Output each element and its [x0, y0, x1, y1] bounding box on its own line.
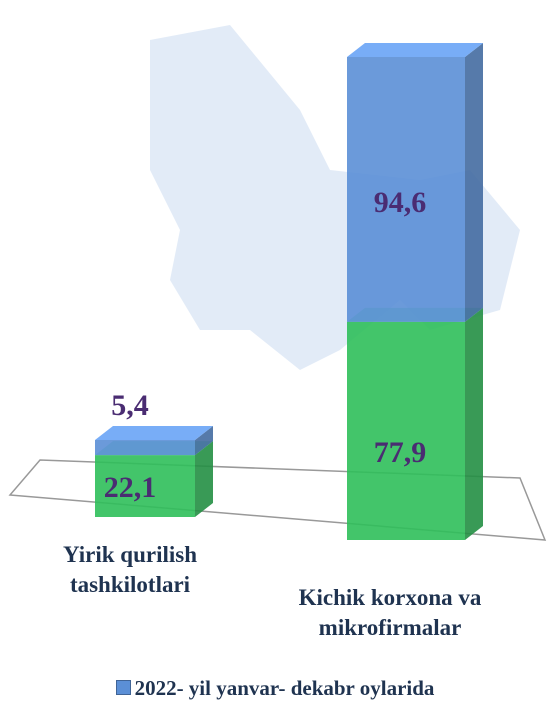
legend-swatch	[115, 680, 131, 695]
x-tick-label: Yirik qurilish tashkilotlari	[63, 542, 197, 597]
bar-side	[195, 426, 213, 456]
bar	[95, 455, 195, 517]
bar-side	[195, 441, 213, 517]
bar	[347, 57, 465, 322]
data-label: 94,6	[374, 186, 427, 219]
legend-label: 2022- yil yanvar- dekabr oylarida	[134, 676, 435, 700]
bar-top	[347, 43, 483, 57]
data-label: 77,9	[374, 436, 427, 469]
data-label: 22,1	[104, 471, 157, 504]
data-label: 5,4	[111, 389, 149, 422]
bar-side	[465, 43, 483, 322]
bar-side	[465, 307, 483, 540]
bar	[95, 440, 195, 456]
legend: 2022- yil yanvar- dekabr oylarida	[0, 676, 550, 701]
bar	[347, 321, 465, 540]
bar-top	[95, 426, 213, 440]
x-tick-label: Kichik korxona va mikrofirmalar	[298, 585, 482, 640]
